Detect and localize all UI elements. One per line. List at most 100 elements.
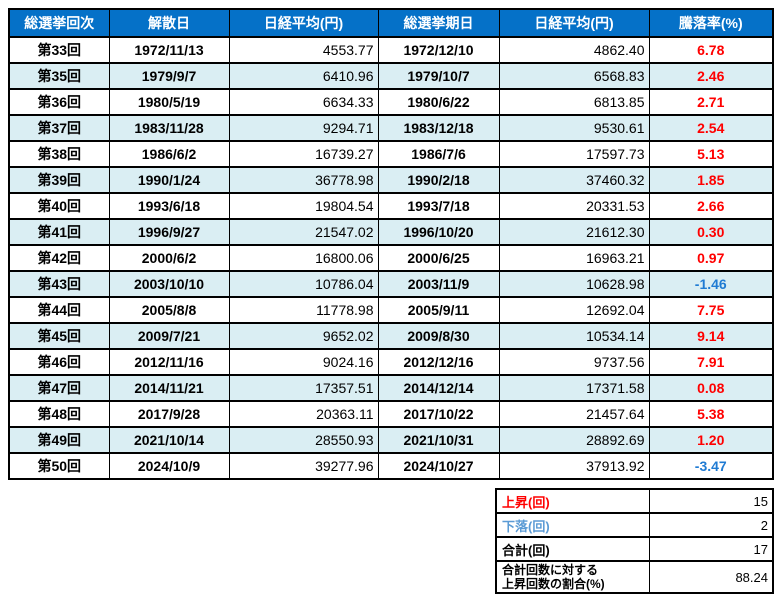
election-date-cell: 2017/10/22: [377, 400, 500, 428]
election-date-cell: 2012/12/16: [377, 348, 500, 376]
nikkei-dissolution-cell: 16739.27: [228, 140, 379, 168]
summary-row-down: 下落(回) 2: [495, 512, 774, 538]
nikkei-dissolution-cell: 6634.33: [228, 88, 379, 116]
dissolution-date-cell: 2005/8/8: [108, 296, 230, 324]
dissolution-date-cell: 1972/11/13: [108, 36, 230, 64]
election-number-cell: 第44回: [8, 296, 110, 324]
election-nikkei-table: 総選挙回次 解散日 日経平均(円) 総選挙期日 日経平均(円) 騰落率(%) 第…: [8, 8, 774, 480]
change-rate-cell: 6.78: [648, 36, 774, 64]
change-rate-cell: 7.75: [648, 296, 774, 324]
election-number-cell: 第42回: [8, 244, 110, 272]
nikkei-election-cell: 28892.69: [498, 426, 650, 454]
election-number-cell: 第33回: [8, 36, 110, 64]
nikkei-election-cell: 37913.92: [498, 452, 650, 480]
change-rate-cell: 2.66: [648, 192, 774, 220]
nikkei-dissolution-cell: 20363.11: [228, 400, 379, 428]
nikkei-dissolution-cell: 36778.98: [228, 166, 379, 194]
table-header: 総選挙回次 解散日 日経平均(円) 総選挙期日 日経平均(円) 騰落率(%): [8, 8, 774, 38]
nikkei-election-cell: 4862.40: [498, 36, 650, 64]
total-count-label: 合計(回): [495, 536, 650, 562]
election-number-cell: 第50回: [8, 452, 110, 480]
change-rate-cell: 9.14: [648, 322, 774, 350]
dissolution-date-cell: 1990/1/24: [108, 166, 230, 194]
column-header-nikkei-election: 日経平均(円): [498, 8, 650, 38]
nikkei-election-cell: 21457.64: [498, 400, 650, 428]
nikkei-dissolution-cell: 9294.71: [228, 114, 379, 142]
election-date-cell: 1990/2/18: [377, 166, 500, 194]
table-row: 第41回 1996/9/27 21547.02 1996/10/20 21612.30 0…: [8, 218, 774, 246]
nikkei-election-cell: 20331.53: [498, 192, 650, 220]
dissolution-date-cell: 1979/9/7: [108, 62, 230, 90]
dissolution-date-cell: 2003/10/10: [108, 270, 230, 298]
election-date-cell: 1972/12/10: [377, 36, 500, 64]
nikkei-dissolution-cell: 17357.51: [228, 374, 379, 402]
nikkei-dissolution-cell: 16800.06: [228, 244, 379, 272]
table-row: 第48回 2017/9/28 20363.11 2017/10/22 21457.64 5…: [8, 400, 774, 428]
nikkei-election-cell: 6813.85: [498, 88, 650, 116]
nikkei-dissolution-cell: 6410.96: [228, 62, 379, 90]
table-row: 第33回 1972/11/13 4553.77 1972/12/10 4862.40 6.…: [8, 36, 774, 64]
change-rate-cell: 1.85: [648, 166, 774, 194]
nikkei-election-cell: 16963.21: [498, 244, 650, 272]
header-row: 総選挙回次 解散日 日経平均(円) 総選挙期日 日経平均(円) 騰落率(%): [8, 8, 774, 38]
election-number-cell: 第43回: [8, 270, 110, 298]
up-count-label: 上昇(回): [495, 488, 650, 514]
election-number-cell: 第48回: [8, 400, 110, 428]
nikkei-election-cell: 6568.83: [498, 62, 650, 90]
table-row: 第46回 2012/11/16 9024.16 2012/12/16 9737.56 7.…: [8, 348, 774, 376]
change-rate-cell: 1.20: [648, 426, 774, 454]
election-date-cell: 1983/12/18: [377, 114, 500, 142]
summary-row-total: 合計(回) 17: [495, 536, 774, 562]
election-number-cell: 第46回: [8, 348, 110, 376]
election-date-cell: 1980/6/22: [377, 88, 500, 116]
column-header-dissolution-date: 解散日: [108, 8, 230, 38]
change-rate-cell: 2.71: [648, 88, 774, 116]
table-row: 第49回 2021/10/14 28550.93 2021/10/31 28892.69…: [8, 426, 774, 454]
table-row: 第45回 2009/7/21 9652.02 2009/8/30 10534.14 9.1…: [8, 322, 774, 350]
change-rate-cell: 2.46: [648, 62, 774, 90]
election-date-cell: 2021/10/31: [377, 426, 500, 454]
table-row: 第37回 1983/11/28 9294.71 1983/12/18 9530.61 2.…: [8, 114, 774, 142]
change-rate-cell: 2.54: [648, 114, 774, 142]
table-row: 第36回 1980/5/19 6634.33 1980/6/22 6813.85 2.71: [8, 88, 774, 116]
election-date-cell: 2024/10/27: [377, 452, 500, 480]
nikkei-dissolution-cell: 28550.93: [228, 426, 379, 454]
nikkei-dissolution-cell: 9024.16: [228, 348, 379, 376]
dissolution-date-cell: 1993/6/18: [108, 192, 230, 220]
change-rate-cell: 5.38: [648, 400, 774, 428]
election-date-cell: 1993/7/18: [377, 192, 500, 220]
election-number-cell: 第49回: [8, 426, 110, 454]
election-number-cell: 第39回: [8, 166, 110, 194]
table-row: 第43回 2003/10/10 10786.04 2003/11/9 10628.98-…: [8, 270, 774, 298]
summary-row-ratio: 合計回数に対する 上昇回数の割合(%) 88.24: [495, 560, 774, 594]
up-ratio-value: 88.24: [648, 560, 774, 594]
column-header-election-number: 総選挙回次: [8, 8, 110, 38]
nikkei-election-cell: 17371.58: [498, 374, 650, 402]
up-count-value: 15: [648, 488, 774, 514]
change-rate-cell: 5.13: [648, 140, 774, 168]
table-row: 第42回 2000/6/2 16800.06 2000/6/25 16963.21 0.9…: [8, 244, 774, 272]
column-header-election-date: 総選挙期日: [377, 8, 500, 38]
down-count-label: 下落(回): [495, 512, 650, 538]
change-rate-cell: 0.97: [648, 244, 774, 272]
election-number-cell: 第47回: [8, 374, 110, 402]
dissolution-date-cell: 2000/6/2: [108, 244, 230, 272]
table-row: 第40回 1993/6/18 19804.54 1993/7/18 20331.53 2.…: [8, 192, 774, 220]
nikkei-election-cell: 17597.73: [498, 140, 650, 168]
change-rate-cell: 0.30: [648, 218, 774, 246]
summary-row-up: 上昇(回) 15: [495, 488, 774, 514]
nikkei-election-cell: 12692.04: [498, 296, 650, 324]
election-number-cell: 第37回: [8, 114, 110, 142]
election-date-cell: 2014/12/14: [377, 374, 500, 402]
election-number-cell: 第41回: [8, 218, 110, 246]
election-number-cell: 第40回: [8, 192, 110, 220]
election-date-cell: 2003/11/9: [377, 270, 500, 298]
dissolution-date-cell: 1986/6/2: [108, 140, 230, 168]
column-header-change-rate: 騰落率(%): [648, 8, 774, 38]
table-row: 第35回 1979/9/7 6410.96 1979/10/7 6568.83 2.46: [8, 62, 774, 90]
election-date-cell: 1979/10/7: [377, 62, 500, 90]
dissolution-date-cell: 2021/10/14: [108, 426, 230, 454]
table-row: 第47回 2014/11/21 17357.51 2014/12/14 17371.58…: [8, 374, 774, 402]
up-ratio-label-line1: 合計回数に対する: [502, 563, 599, 577]
nikkei-dissolution-cell: 21547.02: [228, 218, 379, 246]
